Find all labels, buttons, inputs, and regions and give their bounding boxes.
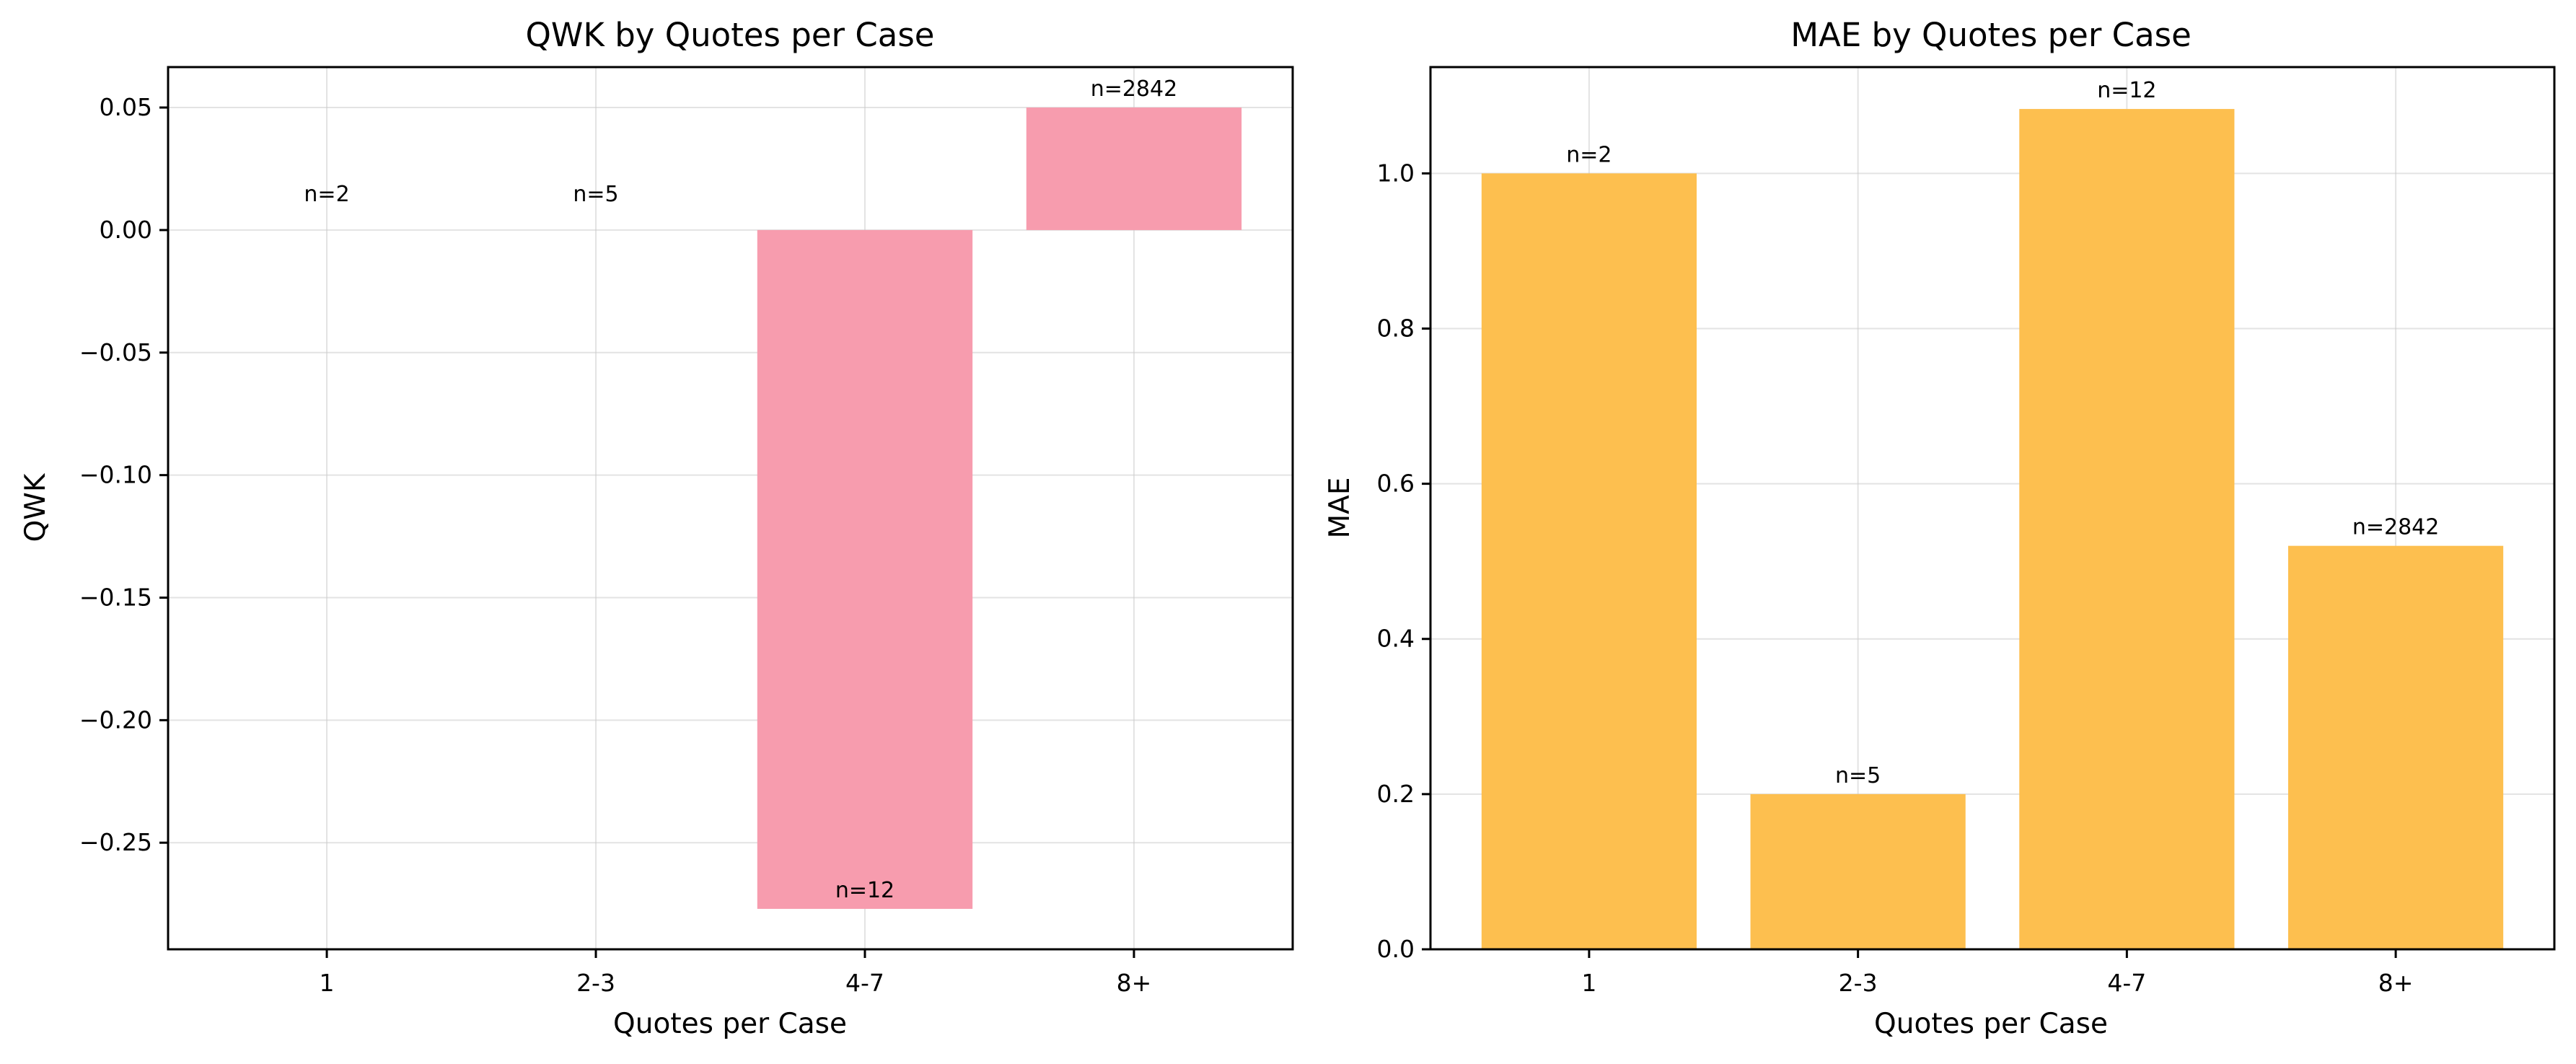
mae-data-labels: n=2 n=5 n=12 n=2842: [1566, 78, 2439, 788]
qwk-y-tick-label: 0.00: [100, 216, 152, 244]
mae-bar-2-3: [1750, 793, 1966, 949]
qwk-y-axis-ticks: −0.25 −0.20 −0.15 −0.10 −0.05 0.00 0.05: [79, 93, 168, 856]
mae-y-axis-ticks: 0.0 0.2 0.4 0.6 0.8 1.0: [1377, 159, 1430, 963]
mae-y-tick-label: 0.8: [1377, 314, 1415, 342]
mae-x-tick-label: 2-3: [1839, 969, 1878, 997]
mae-y-axis-label: MAE: [1324, 478, 1356, 539]
qwk-data-label-2-3: n=5: [573, 182, 618, 207]
mae-x-tick-label: 1: [1581, 969, 1596, 997]
mae-y-tick-label: 0.0: [1377, 935, 1415, 963]
mae-y-tick-label: 0.2: [1377, 780, 1415, 808]
qwk-y-tick-label: −0.25: [79, 828, 152, 856]
mae-plot-frame: [1429, 66, 2556, 951]
mae-data-label-1: n=2: [1566, 142, 1612, 167]
mae-x-tick-label: 4-7: [2107, 969, 2146, 997]
qwk-data-label-1: n=2: [304, 182, 349, 207]
mae-x-axis-label: Quotes per Case: [1874, 1008, 2108, 1040]
mae-bar-8+: [2288, 545, 2504, 949]
mae-y-tick-label: 0.4: [1377, 625, 1415, 653]
mae-y-tick-label: 1.0: [1377, 159, 1415, 187]
mae-bars: [1481, 109, 2504, 950]
mae-chart-title: MAE by Quotes per Case: [1790, 16, 2192, 54]
mae-bar-1: [1481, 173, 1697, 950]
qwk-bar-4-7: [757, 229, 973, 909]
qwk-data-labels: n=2 n=5 n=12 n=2842: [304, 76, 1177, 903]
qwk-chart-title: QWK by Quotes per Case: [526, 16, 935, 54]
qwk-data-label-8+: n=2842: [1091, 76, 1178, 102]
qwk-x-axis-label: Quotes per Case: [613, 1008, 847, 1040]
mae-x-tick-label: 8+: [2378, 969, 2414, 997]
mae-bar-4-7: [2019, 109, 2235, 949]
qwk-y-tick-label: −0.20: [79, 705, 152, 734]
qwk-x-tick-label: 1: [320, 969, 335, 997]
mae-x-axis-ticks: 1 2-3 4-7 8+: [1581, 949, 2413, 997]
qwk-data-label-4-7: n=12: [835, 878, 894, 903]
qwk-plot-frame: [167, 66, 1294, 951]
qwk-y-axis-label: QWK: [19, 472, 52, 542]
qwk-x-tick-label: 2-3: [576, 969, 615, 997]
qwk-y-tick-label: −0.15: [79, 583, 152, 611]
qwk-bar-8+: [1026, 107, 1242, 230]
qwk-chart: QWK by Quotes per Case n=2 n=5n=12n=2842 …: [19, 16, 1294, 1040]
qwk-x-tick-label: 4-7: [845, 969, 884, 997]
qwk-x-axis-ticks: 1 2-3 4-7 8+: [320, 949, 1152, 997]
qwk-y-tick-label: −0.05: [79, 338, 152, 366]
qwk-y-tick-label: 0.05: [100, 93, 152, 121]
mae-chart: MAE by Quotes per Case n=2n=5n=12n=2842 …: [1324, 16, 2556, 1040]
qwk-bars: [757, 107, 1242, 909]
mae-y-tick-label: 0.6: [1377, 470, 1415, 498]
mae-data-label-4-7: n=12: [2097, 78, 2156, 103]
qwk-y-tick-label: −0.10: [79, 461, 152, 489]
qwk-x-tick-label: 8+: [1117, 969, 1152, 997]
mae-data-label-2-3: n=5: [1835, 763, 1881, 788]
mae-data-label-8+: n=2842: [2352, 515, 2440, 540]
